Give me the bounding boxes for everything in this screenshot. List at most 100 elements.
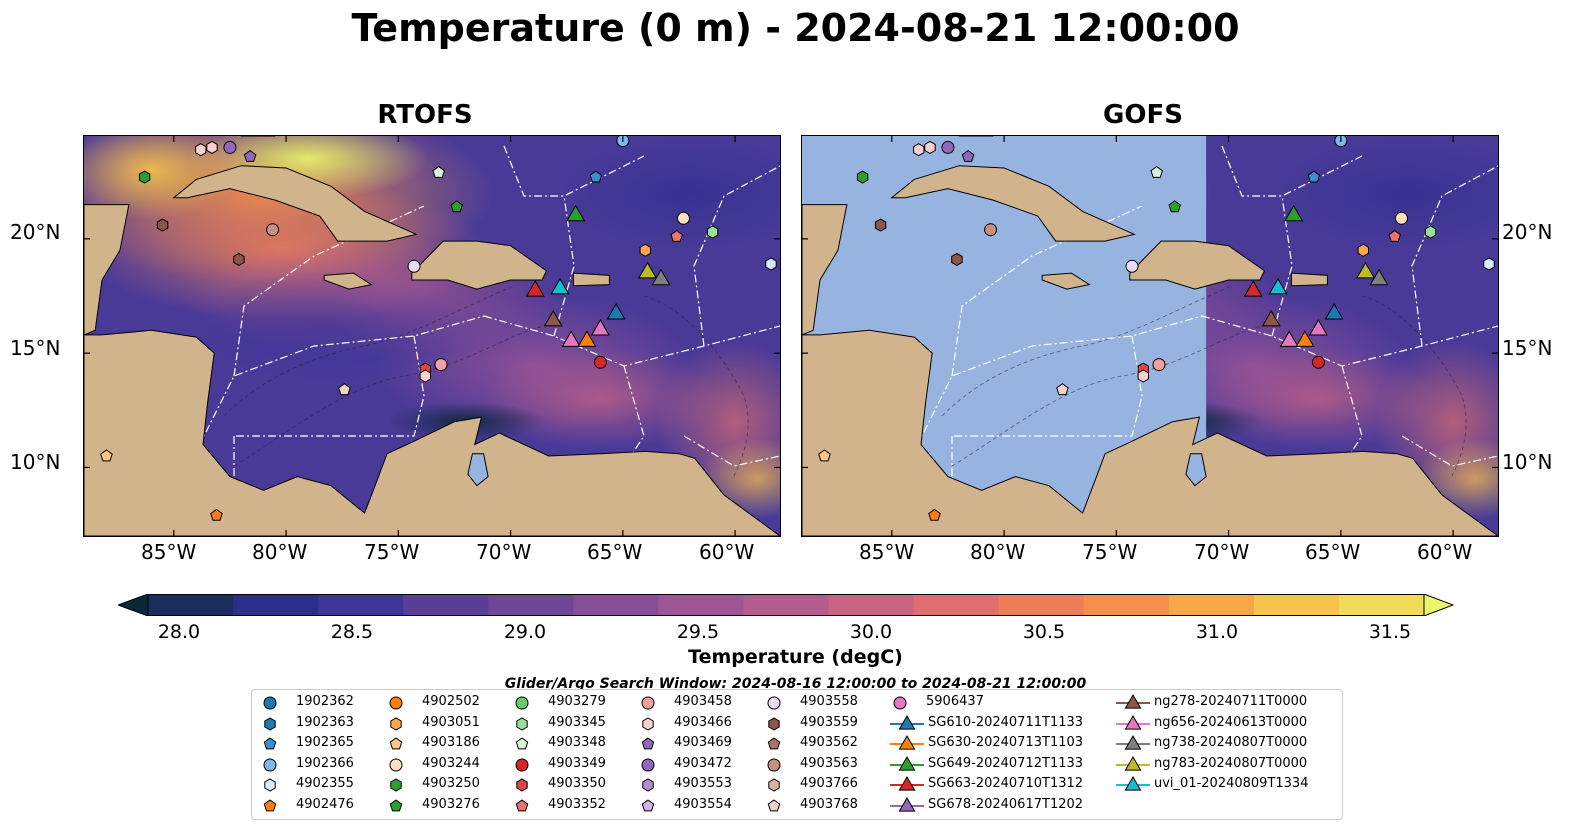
station-marker-4903466b [206,140,218,154]
colorbar-segment [1338,594,1425,616]
lon-tick-label: 65°W [1305,540,1361,564]
lat-tick-label: 15°N [10,336,61,360]
legend-label: 4903276 [422,796,480,812]
legend-marker-icon [389,696,403,710]
station-marker-1902365 [589,170,603,183]
landmass-pr [1290,272,1328,287]
colorbar-tick: 29.0 [503,621,547,643]
land [802,136,1498,536]
legend-label: 4903553 [674,776,732,791]
station-marker-4903469 [961,149,975,162]
legend-marker-icon [263,758,277,771]
lon-tick-label: 60°W [699,540,755,564]
landmass-yucatan [84,204,130,336]
station-marker-4903472 [223,140,237,154]
legend-marker-icon [898,714,916,730]
legend-marker-icon [516,778,528,792]
station-marker-4903250 [138,170,151,184]
station-marker-4903276 [1168,200,1181,213]
colorbar-segment [828,594,915,616]
station-marker-4903559 [156,218,169,232]
legend: 1902362 1902363 1902365 1902366 4902355 49024… [251,689,1343,820]
station-marker-ng656b [561,330,581,347]
lat-tick-label: 10°N [1502,450,1553,474]
landmass-lakeMaracaibo [1185,453,1207,487]
legend-marker-icon [1124,694,1142,709]
station-marker-4902476 [210,508,223,521]
station-marker-4903563 [984,223,998,237]
legend-marker-icon [263,737,277,750]
station-marker-4903558 [407,259,421,273]
legend-label: 4903244 [422,755,480,771]
station-marker-4903349 [593,355,607,369]
station-marker-ng738 [651,268,671,286]
legend-marker-icon [893,696,907,710]
station-marker-SG630 [577,330,597,347]
station-marker-4903348 [1150,165,1163,178]
station-marker-4903466c [419,369,431,383]
station-marker-SG649 [1284,204,1304,222]
station-marker-SG649 [566,204,586,222]
colorbar-segment [1083,594,1170,616]
station-marker-4903352 [670,229,683,242]
bathymetry-contours [941,285,1467,477]
station-marker-SG610 [606,303,626,320]
map-rtofs [83,135,781,537]
legend-label: 4903766 [800,776,858,791]
landmass-hispaniola [411,240,548,290]
legend-label: 4903558 [800,694,858,709]
station-marker-SG610 [1324,303,1344,320]
station-marker-4903352 [1388,229,1401,242]
lat-tick-label: 20°N [1502,220,1553,244]
station-marker-4903186 [100,449,113,462]
legend-marker-icon [641,758,655,771]
colorbar-label: Temperature (degC) [688,646,903,668]
station-marker-ng656 [590,318,610,336]
station-marker-4903768 [1056,383,1069,396]
colorbar-segment [573,594,659,616]
colorbar [116,593,1455,620]
legend-marker-icon [515,758,529,771]
landmass-cuba [890,165,1136,242]
legend-label: 4903562 [800,735,858,750]
colorbar-segment [233,594,319,616]
station-marker-4903349 [1311,355,1325,369]
station-marker-4903244 [1394,211,1408,225]
lon-tick-label: 70°W [1194,540,1250,564]
legend-label: ng656-20240613T0000 [1154,714,1308,730]
legend-label: 5906437 [926,694,984,709]
station-markers [100,136,777,521]
lon-tick-label: 65°W [587,540,643,564]
colorbar-tick: 28.5 [330,621,374,643]
legend-label: ng278-20240711T0000 [1154,694,1308,709]
colorbar-tick: 30.0 [849,621,893,643]
station-marker-uvi_01 [1268,277,1288,295]
station-marker-4903466 [195,143,207,157]
legend-label: 4903352 [548,796,606,812]
station-marker-4903768 [338,383,351,396]
colorbar-segment [488,594,574,616]
legend-label: ng738-20240807T0000 [1154,735,1308,750]
legend-marker-icon [1124,776,1142,791]
panel-title-rtofs: RTOFS [377,100,473,130]
legend-marker-icon [390,716,402,731]
station-marker-4902355 [765,257,777,271]
legend-label: 4903345 [548,714,606,730]
station-marker-4903186 [818,449,831,462]
station-marker-4903051 [1357,243,1369,257]
legend-label: 1902362 [296,694,354,709]
colorbar-segment [148,594,234,616]
lon-tick-label: 75°W [364,540,420,564]
colorbar-tick: 29.5 [676,621,720,643]
legend-label: 4903186 [422,735,480,750]
legend-marker-icon [641,696,655,710]
station-markers [818,136,1495,521]
legend-label: 4903563 [800,755,858,771]
station-marker-ng783 [638,261,658,279]
legend-label: ng783-20240807T0000 [1154,755,1308,771]
legend-marker-icon [641,737,655,750]
legend-marker-icon [390,778,402,792]
legend-marker-icon [515,737,529,750]
legend-marker-icon [1124,735,1142,750]
legend-marker-icon [898,796,916,812]
